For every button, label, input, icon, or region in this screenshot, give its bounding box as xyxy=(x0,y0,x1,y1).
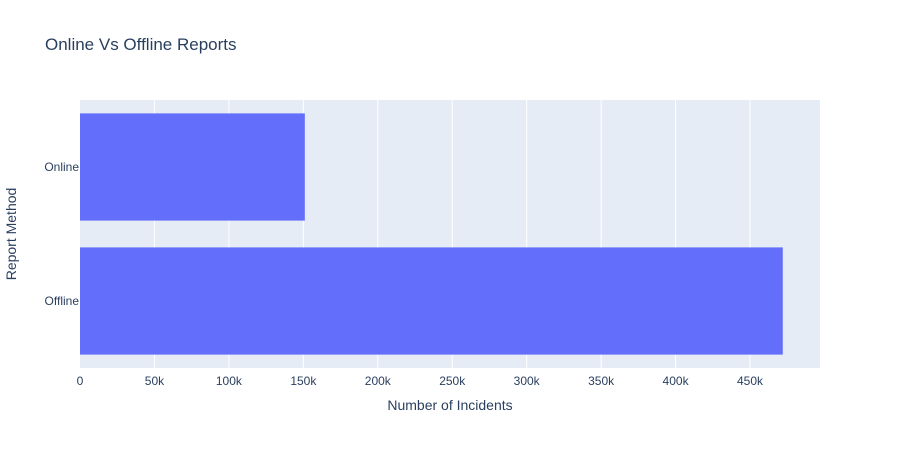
x-tick-label: 350k xyxy=(588,374,615,388)
x-tick-labels: 0 50k 100k 150k 200k 250k 300k 350k 400k 450k xyxy=(77,374,764,388)
y-tick-label: Online xyxy=(44,160,79,174)
x-tick-label: 0 xyxy=(77,374,84,388)
y-tick-labels: Offline Online xyxy=(44,160,79,308)
bars xyxy=(80,113,783,355)
x-tick-label: 50k xyxy=(145,374,165,388)
bar-online xyxy=(80,113,305,221)
x-axis-title: Number of Incidents xyxy=(387,397,512,413)
y-axis-title: Report Method xyxy=(3,188,19,281)
x-tick-label: 200k xyxy=(365,374,392,388)
x-tick-label: 100k xyxy=(216,374,243,388)
x-tick-label: 250k xyxy=(439,374,466,388)
bar-offline xyxy=(80,247,783,355)
x-tick-label: 450k xyxy=(737,374,764,388)
chart-title: Online Vs Offline Reports xyxy=(45,35,237,54)
y-tick-label: Offline xyxy=(45,294,80,308)
x-tick-label: 400k xyxy=(663,374,690,388)
x-tick-label: 150k xyxy=(290,374,317,388)
x-tick-label: 300k xyxy=(514,374,541,388)
